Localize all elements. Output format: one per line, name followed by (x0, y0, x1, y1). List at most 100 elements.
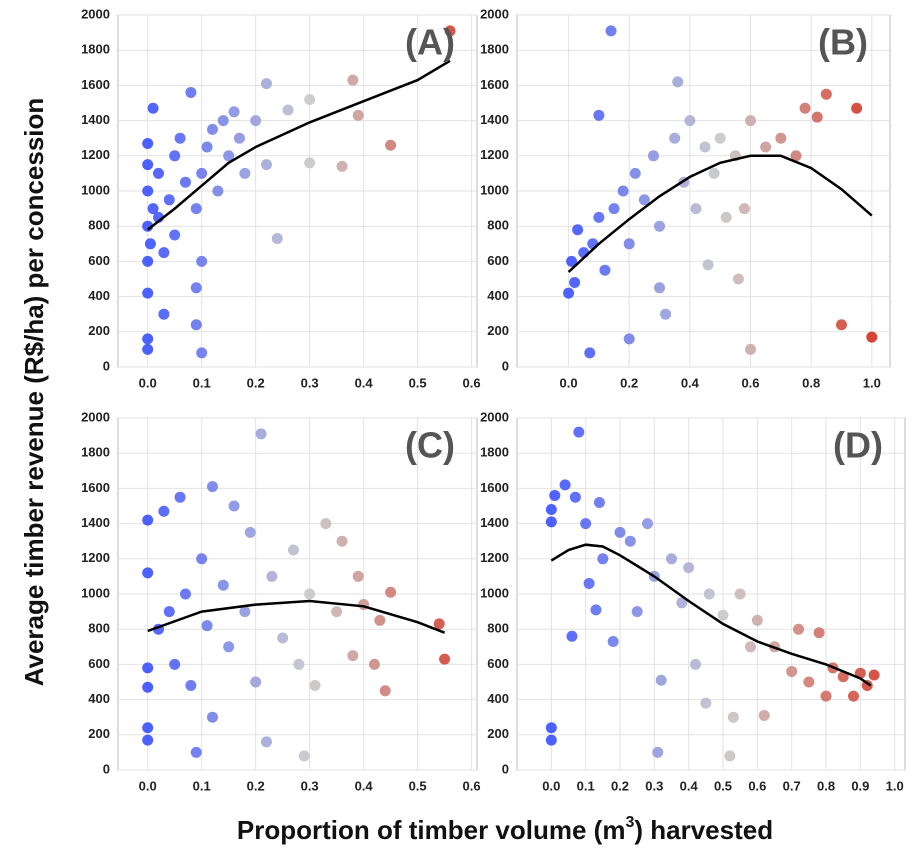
point (593, 109, 605, 121)
point (545, 516, 557, 528)
y-tick-label: 1400 (480, 112, 509, 127)
x-tick-label: 0.6 (748, 778, 766, 793)
panel-title: (C) (405, 425, 455, 466)
point (201, 141, 213, 153)
point (559, 479, 571, 491)
point (793, 623, 805, 635)
x-tick-label: 0.5 (409, 375, 427, 390)
y-tick-label: 1000 (480, 585, 509, 600)
y-tick-label: 1200 (81, 550, 110, 565)
x-tick-label: 0.1 (193, 778, 211, 793)
point (158, 247, 170, 259)
point (623, 333, 635, 345)
point (206, 481, 218, 493)
point (745, 115, 757, 127)
point (703, 588, 715, 600)
point (174, 132, 186, 144)
point (190, 746, 202, 758)
y-tick-label: 400 (88, 288, 110, 303)
point (190, 282, 202, 294)
y-tick-label: 1800 (480, 42, 509, 57)
point (751, 614, 763, 626)
y-tick-label: 1200 (480, 550, 509, 565)
x-tick-label: 0.7 (783, 778, 801, 793)
point (566, 630, 578, 642)
point (352, 109, 364, 121)
point (304, 588, 316, 600)
point (700, 697, 712, 709)
point (233, 132, 245, 144)
trend-line (567, 154, 873, 273)
point (331, 606, 343, 618)
point (309, 680, 321, 692)
point (212, 185, 224, 197)
y-tick-label: 1800 (81, 445, 110, 460)
point (587, 238, 599, 250)
point (196, 255, 208, 267)
point (727, 711, 739, 723)
point (239, 606, 251, 618)
y-tick-label: 400 (88, 691, 110, 706)
x-tick-label: 0.1 (577, 778, 595, 793)
point (734, 588, 746, 600)
point (573, 426, 585, 438)
point (629, 167, 641, 179)
x-tick-label: 0.2 (620, 375, 638, 390)
x-tick-label: 0.0 (560, 375, 578, 390)
y-tick-label: 1600 (480, 480, 509, 495)
x-tick-label: 0.5 (409, 778, 427, 793)
x-tick-label: 0.8 (802, 375, 820, 390)
point (152, 167, 164, 179)
point (293, 658, 305, 670)
point (854, 667, 866, 679)
y-tick-label: 1200 (480, 147, 509, 162)
point (607, 636, 619, 648)
x-tick-label: 0.4 (680, 778, 699, 793)
point (803, 676, 815, 688)
point (206, 711, 218, 723)
y-tick-label: 1000 (81, 585, 110, 600)
y-tick-label: 800 (88, 218, 110, 233)
point (385, 586, 397, 598)
point (196, 347, 208, 359)
point (163, 194, 175, 206)
y-tick-label: 200 (88, 323, 110, 338)
y-tick-label: 1600 (480, 77, 509, 92)
x-tick-label: 0.9 (851, 778, 869, 793)
point (580, 518, 592, 530)
point (282, 104, 294, 116)
trend-line (147, 599, 446, 634)
point (185, 680, 197, 692)
point (790, 150, 802, 162)
x-tick-label: 0.1 (193, 375, 211, 390)
point (724, 750, 736, 762)
point (190, 319, 202, 331)
y-tick-label: 800 (487, 621, 509, 636)
y-tick-label: 1800 (81, 42, 110, 57)
point (745, 343, 757, 355)
point (597, 553, 609, 565)
y-tick-label: 800 (487, 218, 509, 233)
point (820, 690, 832, 702)
point (851, 102, 863, 114)
point (439, 653, 451, 665)
point (250, 676, 262, 688)
point (820, 88, 832, 100)
point (260, 159, 272, 171)
point (545, 722, 557, 734)
y-tick-label: 0 (502, 358, 509, 373)
point (169, 229, 181, 241)
point (244, 526, 256, 538)
point (660, 308, 672, 320)
panel-title: (D) (833, 425, 883, 466)
point (758, 709, 770, 721)
y-tick-label: 600 (487, 253, 509, 268)
x-tick-label: 0.0 (139, 778, 157, 793)
point (811, 111, 823, 123)
point (228, 106, 240, 118)
y-tick-label: 1400 (81, 112, 110, 127)
panel-title: (B) (818, 22, 868, 63)
point (647, 150, 659, 162)
point (271, 233, 283, 245)
